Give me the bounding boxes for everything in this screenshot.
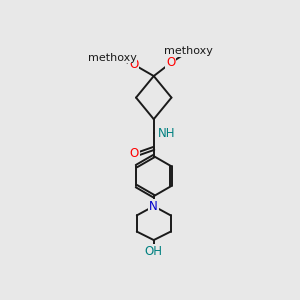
Text: N: N	[149, 200, 158, 213]
Text: NH: NH	[158, 127, 175, 140]
Text: O: O	[166, 56, 175, 69]
Text: O: O	[129, 58, 138, 71]
Text: OH: OH	[145, 245, 163, 258]
Text: O: O	[130, 146, 139, 160]
Text: methoxy: methoxy	[88, 52, 136, 63]
Text: methoxy: methoxy	[164, 46, 213, 56]
